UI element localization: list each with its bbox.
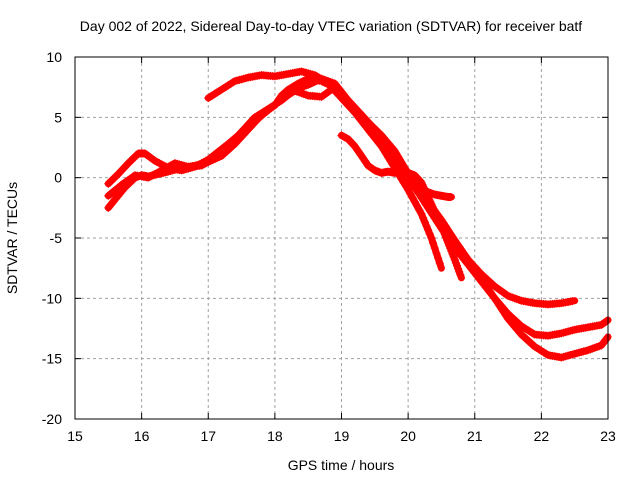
data-point xyxy=(446,192,455,201)
data-point xyxy=(408,193,417,202)
data-point xyxy=(114,170,123,179)
series-track-a xyxy=(104,74,579,309)
y-axis-label: SDTVAR / TECUs xyxy=(4,182,20,294)
x-tick-label: 19 xyxy=(334,428,350,444)
data-point xyxy=(435,259,444,268)
x-tick-label: 15 xyxy=(67,428,83,444)
data-point xyxy=(114,191,123,200)
data-point xyxy=(112,193,121,202)
data-series xyxy=(104,67,612,362)
data-point xyxy=(602,316,611,325)
data-point xyxy=(410,197,419,206)
x-tick-label: 20 xyxy=(400,428,416,444)
data-point xyxy=(404,185,413,194)
series-track-d xyxy=(204,67,445,272)
data-point xyxy=(424,225,433,234)
data-point xyxy=(432,249,441,258)
x-tick-label: 21 xyxy=(467,428,483,444)
data-point xyxy=(120,162,129,171)
data-point xyxy=(420,217,429,226)
y-tick-label: -15 xyxy=(42,351,62,367)
data-point xyxy=(415,205,424,214)
y-tick-label: 5 xyxy=(54,109,62,125)
data-point xyxy=(115,168,124,177)
data-point xyxy=(456,270,465,279)
data-point xyxy=(427,234,436,242)
x-tick-label: 23 xyxy=(600,428,616,444)
x-tick-label: 16 xyxy=(134,428,150,444)
series-track-f xyxy=(397,173,455,201)
x-tick-label: 17 xyxy=(200,428,216,444)
y-tick-label: -10 xyxy=(42,290,62,306)
data-point xyxy=(419,213,428,222)
data-point xyxy=(568,297,577,306)
data-point xyxy=(417,209,426,218)
data-point xyxy=(406,189,415,198)
data-point xyxy=(122,160,131,169)
data-point xyxy=(429,239,438,248)
data-point xyxy=(117,166,126,175)
x-axis-ticks: 15 16 17 18 19 20 21 22 23 xyxy=(67,57,616,444)
data-point xyxy=(425,229,434,238)
y-tick-label: 0 xyxy=(54,170,62,186)
y-tick-label: -20 xyxy=(42,411,62,427)
data-point xyxy=(434,254,443,263)
y-tick-label: -5 xyxy=(50,230,63,246)
data-point xyxy=(430,244,439,253)
data-point xyxy=(112,171,121,180)
x-axis-label: GPS time / hours xyxy=(288,457,395,473)
data-point xyxy=(413,201,422,210)
grid xyxy=(75,57,608,419)
data-point xyxy=(422,221,431,230)
x-tick-label: 18 xyxy=(267,428,283,444)
data-point xyxy=(119,164,128,173)
chart-title: Day 002 of 2022, Sidereal Day-to-day VTE… xyxy=(80,18,583,34)
y-axis-ticks: -20 -15 -10 -5 0 5 10 xyxy=(42,49,608,427)
series-track-e xyxy=(337,131,465,282)
data-point xyxy=(602,334,611,343)
x-tick-label: 22 xyxy=(534,428,550,444)
y-tick-label: 10 xyxy=(46,49,62,65)
data-point xyxy=(110,195,119,204)
